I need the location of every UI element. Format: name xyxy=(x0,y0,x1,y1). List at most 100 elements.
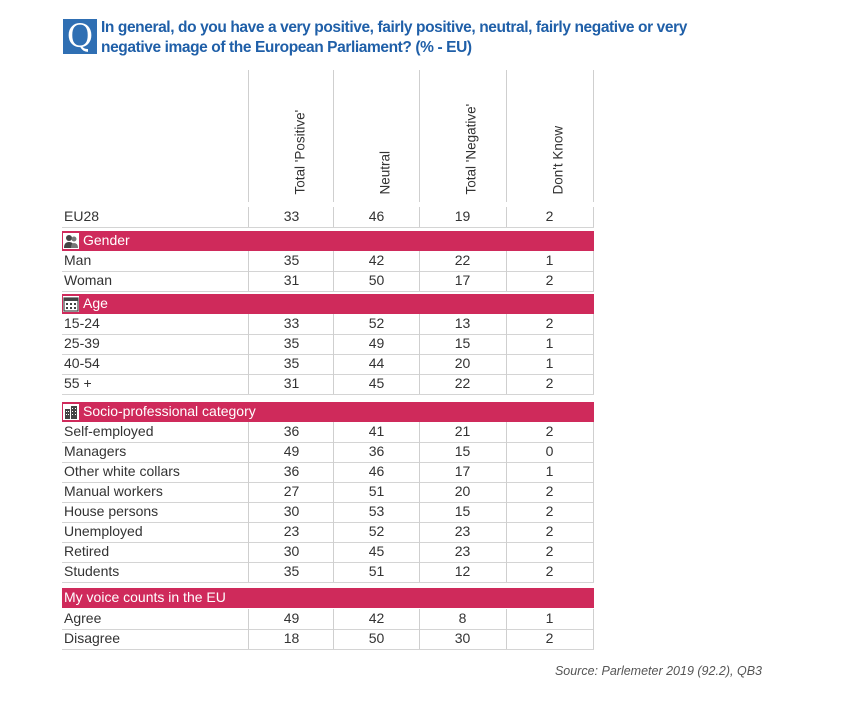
cell-value: 21 xyxy=(454,423,471,439)
column-divider xyxy=(506,374,507,394)
column-divider xyxy=(506,70,507,202)
row-divider xyxy=(62,394,594,395)
column-divider xyxy=(419,314,420,334)
row-divider xyxy=(62,502,594,503)
cell-value: 33 xyxy=(283,315,300,331)
row-label: Managers xyxy=(64,443,127,459)
column-header-label: Total 'Positive' xyxy=(292,109,307,195)
cell-value: 0 xyxy=(545,443,554,459)
cell-value: 50 xyxy=(368,630,385,646)
column-divider xyxy=(593,609,594,629)
cell-value: 1 xyxy=(545,610,554,626)
column-divider xyxy=(333,442,334,462)
cell-value: 45 xyxy=(368,375,385,391)
column-divider xyxy=(248,629,249,649)
column-divider xyxy=(248,522,249,542)
cell-value: 22 xyxy=(454,375,471,391)
column-divider xyxy=(593,314,594,334)
cell-value: 22 xyxy=(454,252,471,268)
column-divider xyxy=(248,442,249,462)
column-divider xyxy=(593,334,594,354)
cell-value: 45 xyxy=(368,543,385,559)
column-divider xyxy=(506,562,507,582)
column-divider xyxy=(248,542,249,562)
column-divider xyxy=(333,609,334,629)
column-divider xyxy=(593,522,594,542)
column-divider xyxy=(248,562,249,582)
table-row: Unemployed 23 52 23 2 xyxy=(62,522,594,542)
column-header: Total 'Positive' xyxy=(249,70,334,202)
column-header: Total 'Negative' xyxy=(420,70,505,202)
cell-value: 15 xyxy=(454,335,471,351)
column-divider xyxy=(506,482,507,502)
column-divider xyxy=(506,462,507,482)
column-divider xyxy=(248,374,249,394)
cell-value: 19 xyxy=(454,208,471,224)
column-divider xyxy=(506,522,507,542)
cell-value: 23 xyxy=(283,523,300,539)
column-divider xyxy=(248,314,249,334)
cell-value: 23 xyxy=(454,543,471,559)
column-divider xyxy=(248,70,249,202)
row-divider xyxy=(62,334,594,335)
source-note: Source: Parlemeter 2019 (92.2), QB3 xyxy=(554,664,762,678)
column-divider xyxy=(593,442,594,462)
column-divider xyxy=(506,629,507,649)
row-divider xyxy=(62,542,594,543)
column-divider xyxy=(419,207,420,227)
column-divider xyxy=(333,522,334,542)
column-divider xyxy=(333,562,334,582)
cell-value: 2 xyxy=(545,483,554,499)
cell-value: 20 xyxy=(454,483,471,499)
cell-value: 35 xyxy=(283,252,300,268)
column-header: Neutral xyxy=(334,70,419,202)
column-divider xyxy=(419,562,420,582)
cell-value: 41 xyxy=(368,423,385,439)
cell-value: 36 xyxy=(368,443,385,459)
row-label: Unemployed xyxy=(64,523,143,539)
question-title: In general, do you have a very positive,… xyxy=(101,19,687,56)
cell-value: 1 xyxy=(545,335,554,351)
column-divider xyxy=(248,502,249,522)
column-divider xyxy=(333,271,334,291)
row-label: Disagree xyxy=(64,630,121,646)
section-header-label: Gender xyxy=(83,232,130,248)
column-header-label: Don't Know xyxy=(550,125,565,195)
table-row: Students 35 51 12 2 xyxy=(62,562,594,582)
column-divider xyxy=(333,462,334,482)
row-label: Students xyxy=(64,563,120,579)
column-divider xyxy=(419,354,420,374)
cell-value: 27 xyxy=(283,483,300,499)
row-divider xyxy=(62,582,594,583)
row-label: 15-24 xyxy=(64,315,100,331)
row-divider xyxy=(62,442,594,443)
cell-value: 2 xyxy=(545,272,554,288)
column-divider xyxy=(506,251,507,271)
cell-value: 2 xyxy=(545,523,554,539)
column-divider xyxy=(593,207,594,227)
cell-value: 52 xyxy=(368,315,385,331)
column-divider xyxy=(333,542,334,562)
cell-value: 33 xyxy=(283,208,300,224)
column-divider xyxy=(333,70,334,202)
cell-value: 15 xyxy=(454,503,471,519)
column-divider xyxy=(593,629,594,649)
table-row: Woman 31 50 17 2 xyxy=(62,271,594,291)
column-divider xyxy=(248,271,249,291)
cell-value: 49 xyxy=(368,335,385,351)
column-divider xyxy=(419,374,420,394)
row-divider xyxy=(62,354,594,355)
column-divider xyxy=(333,354,334,374)
section-header: Age xyxy=(62,294,594,314)
row-divider xyxy=(62,271,594,272)
row-label: Other white collars xyxy=(64,463,180,479)
cell-value: 49 xyxy=(283,443,300,459)
row-divider xyxy=(62,227,594,228)
column-divider xyxy=(506,334,507,354)
column-divider xyxy=(419,502,420,522)
row-label: EU28 xyxy=(64,208,100,224)
buildings-icon xyxy=(63,404,79,420)
column-divider xyxy=(593,502,594,522)
column-divider xyxy=(593,482,594,502)
column-divider xyxy=(248,334,249,354)
